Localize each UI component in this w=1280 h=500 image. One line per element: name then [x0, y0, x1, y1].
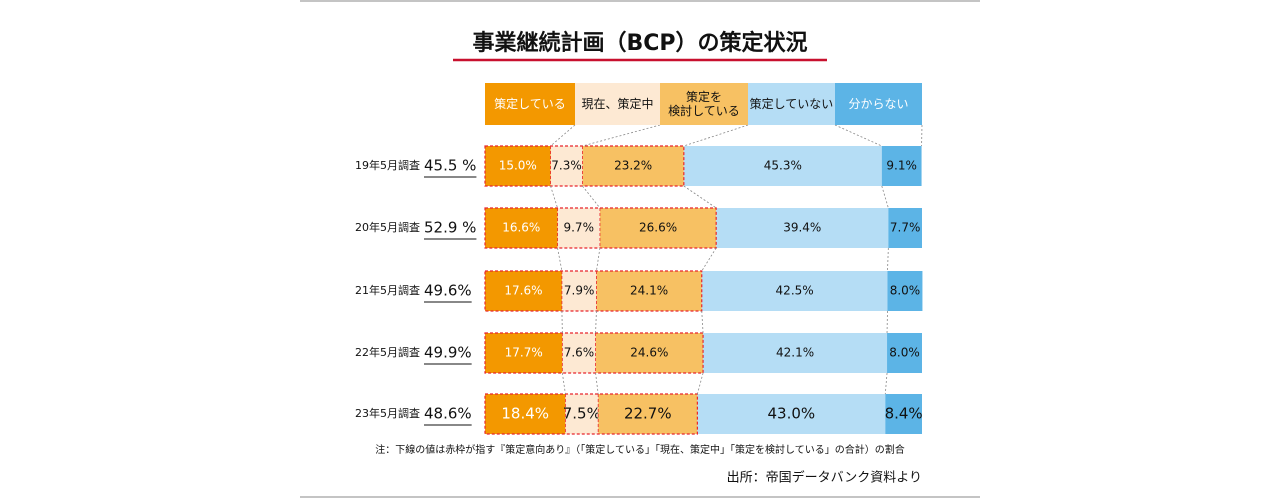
legend-item: 分からない: [835, 83, 922, 125]
bar-segment: [557, 208, 600, 248]
connector: [834, 124, 882, 147]
value-label: 39.4%: [783, 221, 821, 235]
legend-item: 策定している: [485, 83, 575, 125]
bar-segment: [701, 271, 888, 311]
source: 出所：帝国データバンク資料より: [727, 470, 922, 486]
intent-frame: [484, 332, 704, 374]
bar-segment: [885, 394, 922, 434]
value-label: 7.7%: [890, 221, 921, 235]
bar-segment: [888, 208, 922, 248]
value-label: 17.6%: [504, 284, 542, 298]
value-label: 9.7%: [563, 221, 594, 235]
connector: [595, 372, 599, 395]
row-label: 19年5月調査: [355, 158, 420, 172]
total-label: 49.6%: [424, 282, 472, 300]
bar-segment: [703, 333, 888, 373]
bar-segment: [582, 146, 684, 186]
bar-segment: [697, 394, 886, 434]
value-label: 42.1%: [776, 346, 814, 360]
total-label: 45.5 %: [424, 157, 476, 175]
bar-segment: [561, 271, 597, 311]
total-label: 52.9 %: [424, 219, 476, 237]
connector: [557, 247, 563, 272]
value-label: 18.4%: [501, 405, 549, 423]
connector: [595, 310, 597, 334]
total-label: 49.9%: [424, 344, 472, 362]
connector: [561, 372, 566, 395]
connector: [696, 372, 704, 395]
row-label: 20年5月調査: [355, 220, 420, 234]
bar-segment: [485, 394, 566, 434]
value-label: 15.0%: [499, 159, 537, 173]
bar-segment: [598, 394, 698, 434]
bar-segment: [565, 394, 599, 434]
connector: [683, 185, 717, 209]
value-label: 43.0%: [768, 405, 816, 423]
value-label: 8.0%: [890, 284, 921, 298]
intent-frame: [484, 145, 685, 187]
bar-segment: [716, 208, 889, 248]
bar-segment: [550, 146, 583, 186]
bar-segment: [485, 208, 558, 248]
chart-title: 事業継続計画（BCP）の策定状況: [472, 30, 807, 56]
value-label: 7.9%: [564, 284, 595, 298]
connector: [884, 372, 888, 395]
connector: [596, 247, 601, 272]
row-label: 23年5月調査: [355, 406, 420, 420]
connector: [683, 124, 749, 147]
bar-segment: [595, 333, 704, 373]
value-label: 17.7%: [505, 346, 543, 360]
row-label: 21年5月調査: [355, 283, 420, 297]
bar-segment: [887, 271, 923, 311]
connector: [887, 247, 889, 272]
value-label: 8.4%: [885, 405, 923, 423]
value-label: 24.6%: [630, 346, 668, 360]
connector: [701, 247, 717, 272]
value-label: 45.3%: [764, 159, 802, 173]
note: 注：下線の値は赤枠が指す『策定意向あり』（「策定している」「現在、策定中」「策定…: [375, 443, 904, 456]
connector: [582, 124, 661, 147]
value-label: 22.7%: [624, 405, 672, 423]
value-label: 7.3%: [551, 159, 582, 173]
intent-frame: [484, 393, 698, 435]
value-label: 7.5%: [563, 405, 601, 423]
value-label: 7.6%: [564, 346, 595, 360]
value-label: 9.1%: [886, 159, 917, 173]
total-label: 48.6%: [424, 405, 472, 423]
value-label: 23.2%: [614, 159, 652, 173]
legend-item: 策定を 検討している: [660, 83, 748, 125]
legend-item: 現在、策定中: [575, 83, 660, 125]
intent-frame: [484, 270, 703, 312]
bar-segment: [485, 146, 551, 186]
intent-frame: [484, 207, 717, 249]
bar-segment: [881, 146, 922, 186]
connector: [550, 124, 576, 147]
value-label: 16.6%: [502, 221, 540, 235]
bar-segment: [485, 333, 563, 373]
bar-segment: [599, 208, 717, 248]
value-label: 26.6%: [639, 221, 677, 235]
value-label: 8.0%: [889, 346, 920, 360]
connector: [701, 310, 704, 334]
connector: [582, 185, 601, 209]
connector: [881, 185, 889, 209]
bar-segment: [562, 333, 596, 373]
legend-item: 策定していない: [748, 83, 835, 125]
connector: [550, 185, 558, 209]
bar-segment: [596, 271, 702, 311]
bar-segment: [887, 333, 922, 373]
value-label: 24.1%: [630, 284, 668, 298]
bar-segment: [485, 271, 562, 311]
bar-segment: [683, 146, 882, 186]
value-label: 42.5%: [776, 284, 814, 298]
row-label: 22年5月調査: [355, 345, 420, 359]
